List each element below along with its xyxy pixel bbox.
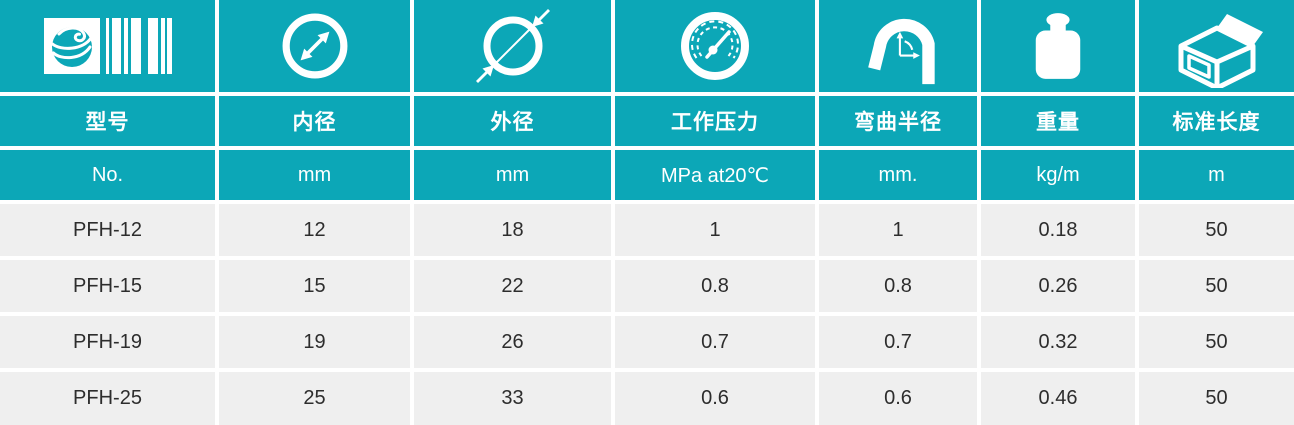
table-cell: 0.6 bbox=[615, 372, 815, 425]
unit-label: m bbox=[1208, 163, 1225, 186]
col-title-model: 型号 bbox=[0, 96, 215, 146]
cell-value: 0.18 bbox=[1038, 218, 1078, 241]
icon-cell-inner-diameter bbox=[219, 0, 410, 92]
cell-value: 50 bbox=[1205, 274, 1228, 297]
logo-barcode-icon bbox=[43, 18, 172, 74]
col-title-label: 外径 bbox=[490, 111, 535, 134]
table-cell: 1 bbox=[615, 204, 815, 256]
col-title-standard-length: 标准长度 bbox=[1139, 96, 1294, 146]
cell-value: 12 bbox=[303, 218, 326, 241]
cell-value: 0.6 bbox=[884, 387, 912, 409]
col-title-label: 工作压力 bbox=[671, 111, 759, 134]
table-cell: 0.32 bbox=[981, 316, 1135, 368]
table-cell: 22 bbox=[414, 260, 611, 312]
table-cell: 0.8 bbox=[615, 260, 815, 312]
cell-value: PFH-19 bbox=[73, 330, 142, 353]
weight-icon bbox=[1035, 13, 1081, 79]
table-cell: 0.7 bbox=[615, 316, 815, 368]
icon-cell-bend-radius bbox=[819, 0, 977, 92]
cell-value: 25 bbox=[303, 387, 326, 409]
cell-value: 50 bbox=[1205, 387, 1228, 409]
bend-radius-icon bbox=[868, 18, 935, 85]
table-cell: 50 bbox=[1139, 372, 1294, 425]
unit-label: mm. bbox=[878, 163, 918, 186]
unit-standard-length: m bbox=[1139, 150, 1294, 200]
cell-value: 0.7 bbox=[884, 330, 912, 353]
package-box-icon bbox=[1178, 14, 1263, 88]
unit-label: MPa at20℃ bbox=[660, 164, 770, 187]
table-cell-model: PFH-25 bbox=[0, 372, 215, 425]
unit-label: mm bbox=[297, 163, 332, 186]
cell-value: PFH-15 bbox=[73, 274, 142, 297]
table-cell-model: PFH-15 bbox=[0, 260, 215, 312]
icon-cell-weight bbox=[981, 0, 1135, 92]
icon-cell-working-pressure bbox=[615, 0, 815, 92]
col-title-inner-diameter: 内径 bbox=[219, 96, 410, 146]
table-cell: 19 bbox=[219, 316, 410, 368]
table-cell: 26 bbox=[414, 316, 611, 368]
cell-value: 0.8 bbox=[884, 274, 912, 297]
unit-outer-diameter: mm bbox=[414, 150, 611, 200]
table-cell: 50 bbox=[1139, 204, 1294, 256]
unit-label: mm bbox=[495, 163, 530, 186]
cell-value: PFH-12 bbox=[73, 218, 142, 241]
cell-value: 19 bbox=[303, 330, 326, 353]
cell-value: 22 bbox=[501, 274, 524, 297]
cell-value: 50 bbox=[1205, 330, 1228, 353]
table-cell: 0.7 bbox=[819, 316, 977, 368]
cell-value: 1 bbox=[892, 218, 904, 241]
table-cell: 18 bbox=[414, 204, 611, 256]
col-title-label: 弯曲半径 bbox=[854, 111, 942, 134]
table-cell: 0.18 bbox=[981, 204, 1135, 256]
cell-value: 0.32 bbox=[1038, 330, 1078, 353]
table-cell: 12 bbox=[219, 204, 410, 256]
col-title-weight: 重量 bbox=[981, 96, 1135, 146]
cell-value: 0.46 bbox=[1038, 387, 1078, 409]
unit-working-pressure: MPa at20℃ bbox=[615, 150, 815, 200]
cell-value: 0.6 bbox=[701, 387, 729, 409]
table-cell-model: PFH-19 bbox=[0, 316, 215, 368]
icon-cell-outer-diameter bbox=[414, 0, 611, 92]
cell-value: 1 bbox=[709, 218, 721, 241]
unit-inner-diameter: mm bbox=[219, 150, 410, 200]
cell-value: 0.7 bbox=[701, 330, 729, 353]
table-cell: 33 bbox=[414, 372, 611, 425]
cell-value: PFH-25 bbox=[73, 387, 142, 409]
col-title-label: 标准长度 bbox=[1172, 111, 1261, 134]
unit-weight: kg/m bbox=[981, 150, 1135, 200]
icon-cell-model bbox=[0, 0, 215, 92]
table-cell: 1 bbox=[819, 204, 977, 256]
table-cell: 0.26 bbox=[981, 260, 1135, 312]
unit-model: No. bbox=[0, 150, 215, 200]
cell-value: 50 bbox=[1205, 218, 1228, 241]
table-cell: 0.6 bbox=[819, 372, 977, 425]
unit-label: kg/m bbox=[1036, 163, 1080, 186]
table-cell: 15 bbox=[219, 260, 410, 312]
unit-label: No. bbox=[91, 163, 124, 186]
icon-cell-standard-length bbox=[1139, 0, 1294, 92]
col-title-outer-diameter: 外径 bbox=[414, 96, 611, 146]
col-title-label: 重量 bbox=[1036, 111, 1080, 134]
table-cell: 0.46 bbox=[981, 372, 1135, 425]
outer-diameter-icon bbox=[475, 9, 550, 83]
table-cell: 50 bbox=[1139, 316, 1294, 368]
cell-value: 18 bbox=[501, 218, 524, 241]
col-title-working-pressure: 工作压力 bbox=[615, 96, 815, 146]
cell-value: 15 bbox=[303, 274, 326, 297]
cell-value: 33 bbox=[501, 387, 524, 409]
unit-bend-radius: mm. bbox=[819, 150, 977, 200]
col-title-bend-radius: 弯曲半径 bbox=[819, 96, 977, 146]
col-title-label: 型号 bbox=[85, 111, 130, 134]
pressure-gauge-icon bbox=[681, 12, 749, 80]
table-cell: 25 bbox=[219, 372, 410, 425]
inner-diameter-icon bbox=[282, 13, 347, 79]
table-cell: 50 bbox=[1139, 260, 1294, 312]
col-title-label: 内径 bbox=[292, 111, 337, 134]
table-cell-model: PFH-12 bbox=[0, 204, 215, 256]
cell-value: 26 bbox=[501, 330, 524, 353]
table-cell: 0.8 bbox=[819, 260, 977, 312]
cell-value: 0.8 bbox=[701, 274, 729, 297]
cell-value: 0.26 bbox=[1038, 274, 1078, 297]
